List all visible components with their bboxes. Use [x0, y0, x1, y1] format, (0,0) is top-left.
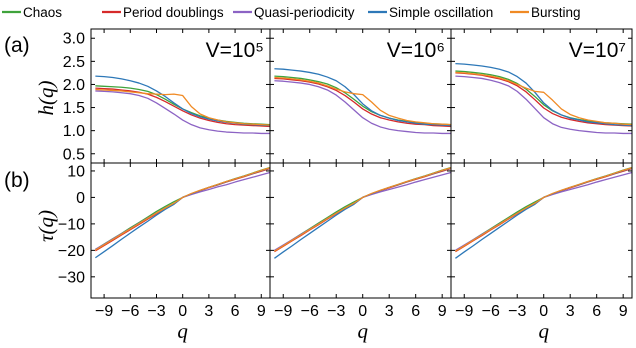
h-axis-title: h(q) — [34, 81, 58, 116]
x-tick-label: 9 — [438, 303, 447, 320]
series-line-quasi-periodicity — [274, 80, 451, 135]
panel-frame — [450, 162, 633, 299]
y-tick-label: −20 — [58, 243, 85, 260]
volume-label: V=10⁵ — [206, 39, 264, 62]
x-tick-label: −6 — [482, 303, 500, 320]
x-tick-label: −6 — [121, 303, 139, 320]
x-tick-label: 3 — [385, 303, 394, 320]
x-tick-label: −9 — [274, 303, 292, 320]
y-tick-label: 2.5 — [63, 54, 85, 71]
x-tick-label: 0 — [358, 303, 367, 320]
x-tick-label: 6 — [411, 303, 420, 320]
series-line-quasi-periodicity — [95, 171, 271, 250]
x-tick-label: −3 — [147, 303, 165, 320]
tau-axis-title: τ(q) — [34, 210, 58, 242]
y-tick-label: −30 — [58, 269, 85, 286]
panel-label-b: (b) — [4, 169, 30, 192]
series-line-period-doublings — [274, 77, 452, 128]
panel-frame — [90, 162, 271, 299]
volume-label: V=10⁷ — [569, 39, 626, 62]
x-tick-label: 0 — [539, 303, 548, 320]
series-line-simple-oscillation — [94, 167, 271, 259]
series-line-bursting — [274, 167, 452, 252]
x-tick-label: −6 — [301, 303, 319, 320]
panel-label-a: (a) — [4, 34, 30, 57]
series-line-quasi-periodicity — [274, 171, 452, 251]
series-line-quasi-periodicity — [455, 75, 632, 135]
y-tick-label: −10 — [58, 216, 85, 233]
series-line-quasi-periodicity — [455, 171, 633, 251]
series-line-bursting — [95, 167, 271, 251]
legend-label-3: Quasi-periodicity — [254, 5, 355, 20]
series-line-chaos — [95, 85, 271, 126]
panel-frame — [269, 162, 452, 299]
x-tick-label: 9 — [257, 303, 266, 320]
y-tick-label: 3.0 — [63, 31, 85, 48]
x-tick-label: −9 — [455, 303, 473, 320]
legend-label-2: Period doublings — [123, 5, 224, 20]
series-line-bursting — [455, 167, 633, 252]
legend: Chaos Period doublings Quasi-periodicity Si… — [2, 5, 581, 20]
y-tick-label: 0.5 — [63, 146, 85, 163]
x-tick-label: −3 — [327, 303, 345, 320]
panel-r2-c3: −9 −6 −3 0 3 6 9 q — [450, 162, 633, 343]
x-tick-label: −9 — [95, 303, 113, 320]
panel-r2-c2: −9 −6 −3 0 3 6 9 q — [269, 162, 452, 343]
x-tick-label: −3 — [508, 303, 526, 320]
legend-label-4: Simple oscillation — [389, 5, 493, 20]
series-line-bursting — [95, 88, 271, 126]
legend-label-5: Bursting — [531, 5, 581, 20]
series-line-bursting — [274, 76, 452, 126]
panel-r1-c2: V=10⁶ — [269, 28, 452, 164]
plot-grid: 0.51.01.52.02.53.0 V=10⁵ V=10⁶ V=10⁷−9 −6 −3 0… — [58, 28, 633, 343]
panel-r1-c1: 0.5 1.0 1.5 2.0 2.5 3.0 V=10⁵ — [63, 28, 271, 164]
panel-r1-c3: V=10⁷ — [450, 28, 633, 164]
series-line-simple-oscillation — [274, 167, 452, 259]
x-tick-label: 0 — [178, 303, 187, 320]
series-line-simple-oscillation — [455, 167, 633, 259]
y-tick-label: 0 — [76, 190, 85, 207]
x-tick-label: 6 — [231, 303, 240, 320]
y-tick-label: 1.5 — [63, 100, 85, 117]
series-line-simple-oscillation — [95, 75, 271, 127]
legend-label-1: Chaos — [23, 5, 62, 20]
x-tick-label: 3 — [566, 303, 575, 320]
q-axis-title: q — [177, 319, 188, 343]
series-line-quasi-periodicity — [95, 90, 270, 135]
x-tick-label: 9 — [619, 303, 628, 320]
x-tick-label: 3 — [204, 303, 213, 320]
q-axis-title: q — [357, 319, 368, 343]
series-line-bursting — [455, 71, 633, 126]
q-axis-title: q — [538, 319, 549, 343]
y-tick-label: 2.0 — [63, 77, 85, 94]
series-line-simple-oscillation — [274, 68, 452, 127]
series-line-period-doublings — [95, 87, 271, 128]
series-line-simple-oscillation — [455, 63, 633, 127]
x-tick-label: 6 — [592, 303, 601, 320]
volume-label: V=10⁶ — [387, 39, 445, 62]
y-tick-label: 10 — [67, 163, 85, 180]
y-tick-label: 1.0 — [63, 123, 85, 140]
